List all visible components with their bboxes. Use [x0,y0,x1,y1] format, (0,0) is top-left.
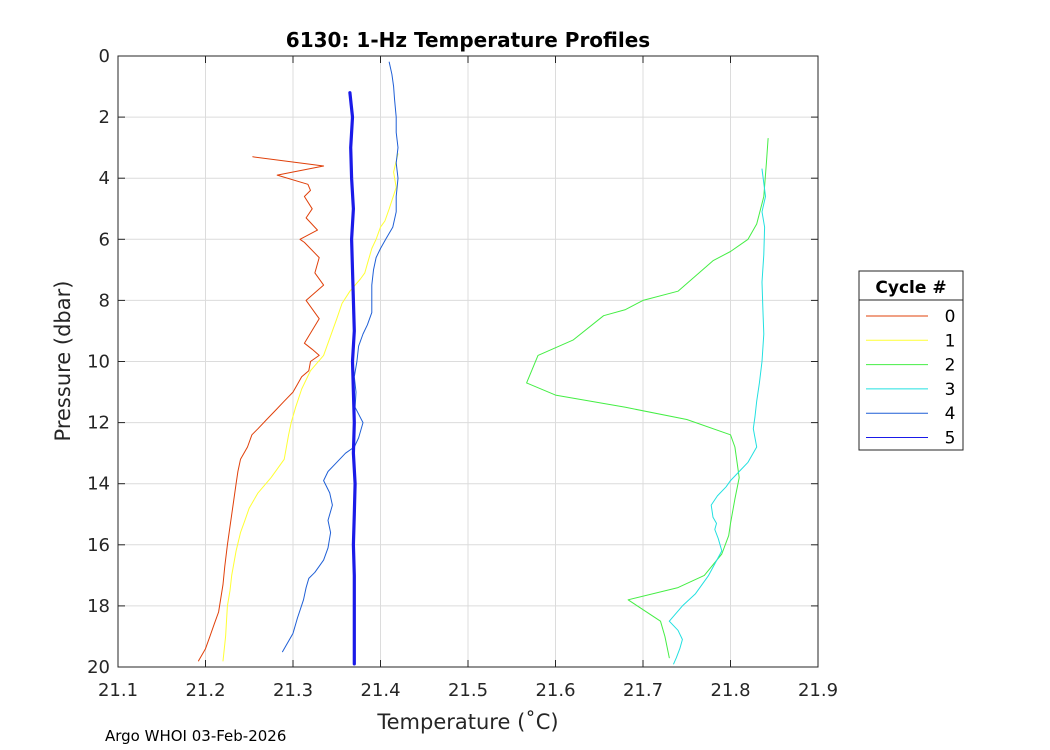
y-tick-label: 18 [87,596,110,617]
x-tick-label: 21.1 [98,680,138,701]
y-axis-label: Pressure (dbar) [51,281,75,442]
grid-lines [117,55,819,668]
x-tick-label: 21.5 [448,680,488,701]
x-tick-label: 21.3 [273,680,313,701]
y-tick-label: 16 [87,535,110,556]
legend-label-cycle-4: 4 [945,404,956,424]
legend-label-cycle-5: 5 [945,429,956,449]
series-lines [198,61,769,666]
footer-note: Argo WHOI 03-Feb-2026 [105,727,286,745]
y-tick-label: 14 [87,474,110,495]
y-tick-label: 12 [87,413,110,434]
y-tick-label: 8 [99,290,110,311]
x-tick-label: 21.6 [535,680,575,701]
series-line-cycle-1 [222,153,399,662]
x-tick-labels: 21.1 21.2 21.3 21.4 21.5 21.6 21.7 21.8 21.9 [98,680,838,701]
x-tick-label: 21.4 [360,680,400,701]
legend-label-cycle-0: 0 [945,307,956,327]
y-tick-label: 20 [87,657,110,678]
y-tick-label: 4 [99,168,110,189]
y-tick-labels: 0 2 4 6 8 10 12 14 16 18 20 [87,46,110,678]
x-tick-label: 21.7 [623,680,663,701]
legend-items: 0 1 2 3 4 5 [866,307,955,449]
axis-ticks [117,55,819,668]
legend-label-cycle-2: 2 [945,356,956,376]
series-line-cycle-4 [282,61,399,653]
legend: Cycle # 0 1 2 3 4 5 [858,270,964,451]
legend-label-cycle-1: 1 [945,331,956,351]
series-line-cycle-2 [526,138,769,659]
y-tick-label: 2 [99,107,110,128]
y-tick-label: 6 [99,229,110,250]
series-line-cycle-5 [348,91,357,666]
legend-label-cycle-3: 3 [945,380,956,400]
x-tick-label: 21.8 [710,680,750,701]
chart-title: 6130: 1-Hz Temperature Profiles [286,28,650,52]
legend-title: Cycle # [875,278,946,298]
y-tick-label: 10 [87,352,110,373]
series-line-cycle-3 [668,168,766,665]
legend-box [858,270,964,451]
series-line-cycle-0 [198,156,325,662]
y-tick-label: 0 [99,46,110,67]
x-tick-label: 21.2 [185,680,225,701]
x-axis-label: Temperature (˚C) [376,710,558,734]
x-tick-label: 21.9 [798,680,838,701]
